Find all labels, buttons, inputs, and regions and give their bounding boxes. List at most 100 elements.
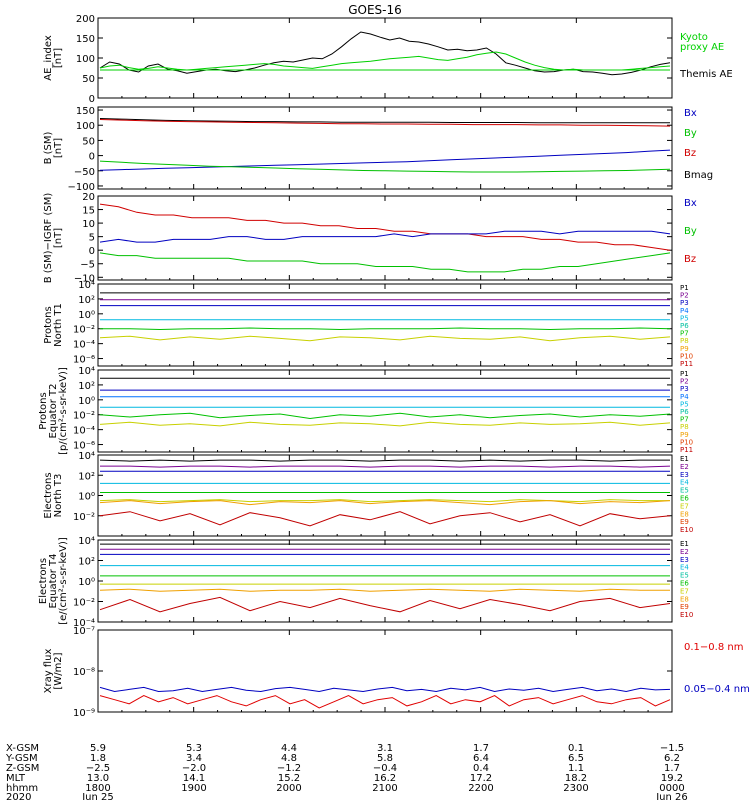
y-axis-label: [e/(cm²-s-sr-keV)]: [58, 537, 69, 625]
legend-entry: 0.05−0.4 nm: [684, 684, 750, 695]
panel-frame: [97, 283, 673, 367]
ephemeris-value: 14.1: [183, 773, 205, 784]
y-tick-label: 20: [82, 192, 95, 203]
series-line-1: [99, 118, 670, 124]
ephemeris-value: 2000: [276, 783, 301, 794]
y-tick-label: 10⁻⁴: [73, 426, 95, 437]
ephemeris-row-label: Z-GSM: [6, 763, 39, 774]
y-axis-label: North T3: [53, 474, 64, 518]
ephemeris-value: 0.4: [473, 763, 489, 774]
ephemeris-value: 2200: [468, 783, 493, 794]
y-axis-label: North T1: [53, 303, 64, 347]
legend-entry: P9: [680, 345, 689, 353]
ephemeris-value: 1.7: [664, 763, 680, 774]
legend-entry: P2: [680, 292, 689, 300]
legend-entry: Kyoto: [680, 32, 708, 43]
series-line-2: [99, 119, 671, 127]
y-axis-label: [nT]: [53, 228, 64, 248]
y-tick-label: 150: [76, 34, 95, 45]
ephemeris-value: −2.5: [86, 763, 110, 774]
y-axis-label: B (SM)−IGRF (SM): [43, 193, 54, 284]
series-line-6: [99, 421, 671, 427]
legend-entry: Bmag: [684, 170, 713, 181]
legend-entry: E6: [680, 580, 689, 588]
legend-entry: E5: [680, 572, 689, 580]
legend-entry: E7: [680, 587, 689, 595]
legend-entry: E2: [680, 548, 689, 556]
y-axis-label: [W/m2]: [53, 652, 64, 689]
legend-entry: P11: [680, 360, 693, 368]
y-tick-label: 10⁻⁴: [73, 618, 95, 629]
ephemeris-value: Jun 25: [81, 792, 114, 800]
legend-entry: Bx: [684, 108, 697, 119]
legend-entry: Themis AE: [679, 69, 733, 80]
panel-frame: [97, 629, 673, 713]
series-line-5: [100, 327, 671, 331]
ephemeris-value: 1.8: [90, 753, 106, 764]
y-axis-label: Protons: [43, 306, 54, 343]
ephemeris-value: 18.2: [565, 773, 587, 784]
ephemeris-value: 1800: [85, 783, 110, 794]
ephemeris-value: 3.1: [377, 743, 393, 754]
y-axis-label: [nT]: [53, 138, 64, 158]
ephemeris-value: −2.0: [182, 763, 206, 774]
ephemeris-value: 5.9: [90, 743, 106, 754]
legend-entry: P2: [680, 378, 689, 386]
ephemeris-row-label: X-GSM: [6, 743, 39, 754]
y-axis-label: B (SM): [43, 131, 54, 164]
panel-frame: [97, 106, 673, 190]
ephemeris-row-label: Y-GSM: [5, 753, 38, 764]
y-tick-label: 200: [76, 14, 95, 25]
y-axis-label: Equator T4: [48, 554, 59, 609]
ephemeris-value: 1.7: [473, 743, 489, 754]
y-tick-label: 10⁻⁹: [73, 708, 95, 719]
legend-entry: E2: [680, 463, 689, 471]
y-tick-label: 10⁻²: [73, 325, 95, 336]
ephemeris-value: 17.2: [470, 773, 492, 784]
y-tick-label: 0: [89, 152, 95, 163]
legend-entry: E3: [680, 471, 689, 479]
y-tick-label: 10²: [78, 471, 95, 482]
y-tick-label: 10⁴: [78, 366, 95, 377]
series-line-2: [99, 230, 671, 243]
y-tick-label: 10⁻⁴: [73, 340, 95, 351]
panel-7: 10⁴ 10² 10⁰ 10⁻² 10⁻⁴ Electrons Equator T4 [e/(…: [38, 536, 693, 629]
y-tick-label: 150: [76, 106, 95, 117]
ephemeris-value: 19.2: [661, 773, 683, 784]
legend-entry: P7: [680, 416, 689, 424]
y-tick-label: 10⁻⁷: [73, 626, 95, 637]
legend-entry: proxy AE: [680, 42, 724, 53]
ephemeris-row-label: 2020: [6, 792, 31, 800]
y-tick-label: 15: [82, 206, 95, 217]
legend-entry: P5: [680, 400, 689, 408]
legend-entry: P10: [680, 438, 693, 446]
y-tick-label: 50: [82, 136, 95, 147]
panel-2: −100 −50 0 50 100 150 B (SM) [nT] Bx By Bz Bmag: [43, 106, 713, 193]
ephemeris-value: 5.8: [377, 753, 393, 764]
legend-entry: E10: [680, 611, 693, 619]
y-axis-label: AE_index: [43, 35, 54, 81]
ephemeris-value: −1.5: [660, 743, 684, 754]
series-line-2: [99, 51, 671, 71]
series-line-7: [99, 500, 671, 506]
y-tick-label: 10⁻²: [73, 411, 95, 422]
y-tick-label: 0: [89, 246, 95, 257]
legend-entry: E6: [680, 495, 689, 503]
legend-entry: E3: [680, 556, 689, 564]
y-tick-label: 10²: [78, 381, 95, 392]
legend-entry: Bx: [684, 198, 697, 209]
y-tick-label: 10: [82, 219, 95, 230]
legend-entry: P7: [680, 330, 689, 338]
y-tick-label: −5: [80, 260, 95, 271]
y-tick-label: 10⁴: [78, 536, 95, 547]
y-tick-label: 100: [76, 121, 95, 132]
y-tick-label: 10⁻⁸: [73, 667, 95, 678]
series-line-7: [99, 588, 670, 592]
ephemeris-value: 5.3: [186, 743, 202, 754]
legend-entry: E8: [680, 595, 689, 603]
ephemeris-row-label: hhmm: [6, 783, 38, 794]
series-line-1: [99, 459, 670, 462]
legend-entry: By: [684, 128, 697, 139]
